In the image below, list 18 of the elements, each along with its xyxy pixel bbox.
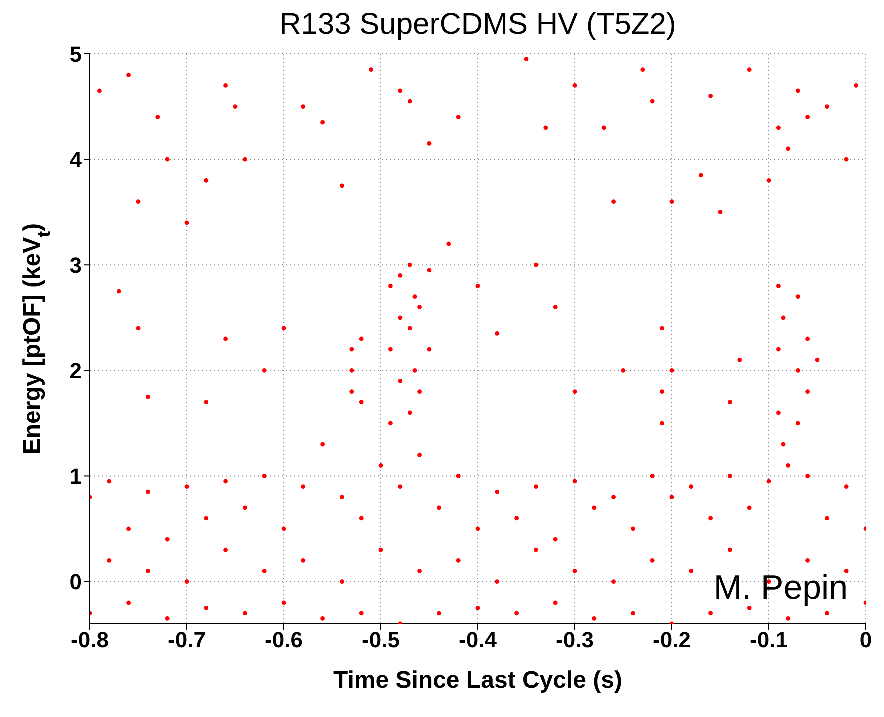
annotation: M. Pepin bbox=[714, 569, 848, 608]
chart-title: R133 SuperCDMS HV (T5Z2) bbox=[278, 8, 678, 42]
y-tick-label: 1 bbox=[70, 464, 82, 490]
x-tick-label: -0.2 bbox=[653, 628, 691, 653]
x-axis-title: Time Since Last Cycle (s) bbox=[333, 667, 623, 694]
x-tick-label: -0.4 bbox=[459, 628, 498, 653]
y-tick-label: 2 bbox=[70, 358, 82, 384]
x-tick-label: -0.5 bbox=[362, 628, 400, 653]
y-tick-label: 0 bbox=[70, 570, 82, 595]
x-tick-label: -0.1 bbox=[750, 628, 788, 653]
x-tick-label: -0.3 bbox=[556, 628, 594, 653]
x-tick-label: -0.6 bbox=[265, 628, 303, 653]
y-tick-label: 4 bbox=[70, 147, 83, 172]
x-tick-label: -0.8 bbox=[71, 628, 109, 653]
x-tick-label: 0 bbox=[860, 628, 872, 653]
y-tick-label: 5 bbox=[70, 42, 82, 67]
x-tick-label: -0.7 bbox=[168, 628, 206, 653]
y-tick-label: 3 bbox=[70, 252, 82, 278]
